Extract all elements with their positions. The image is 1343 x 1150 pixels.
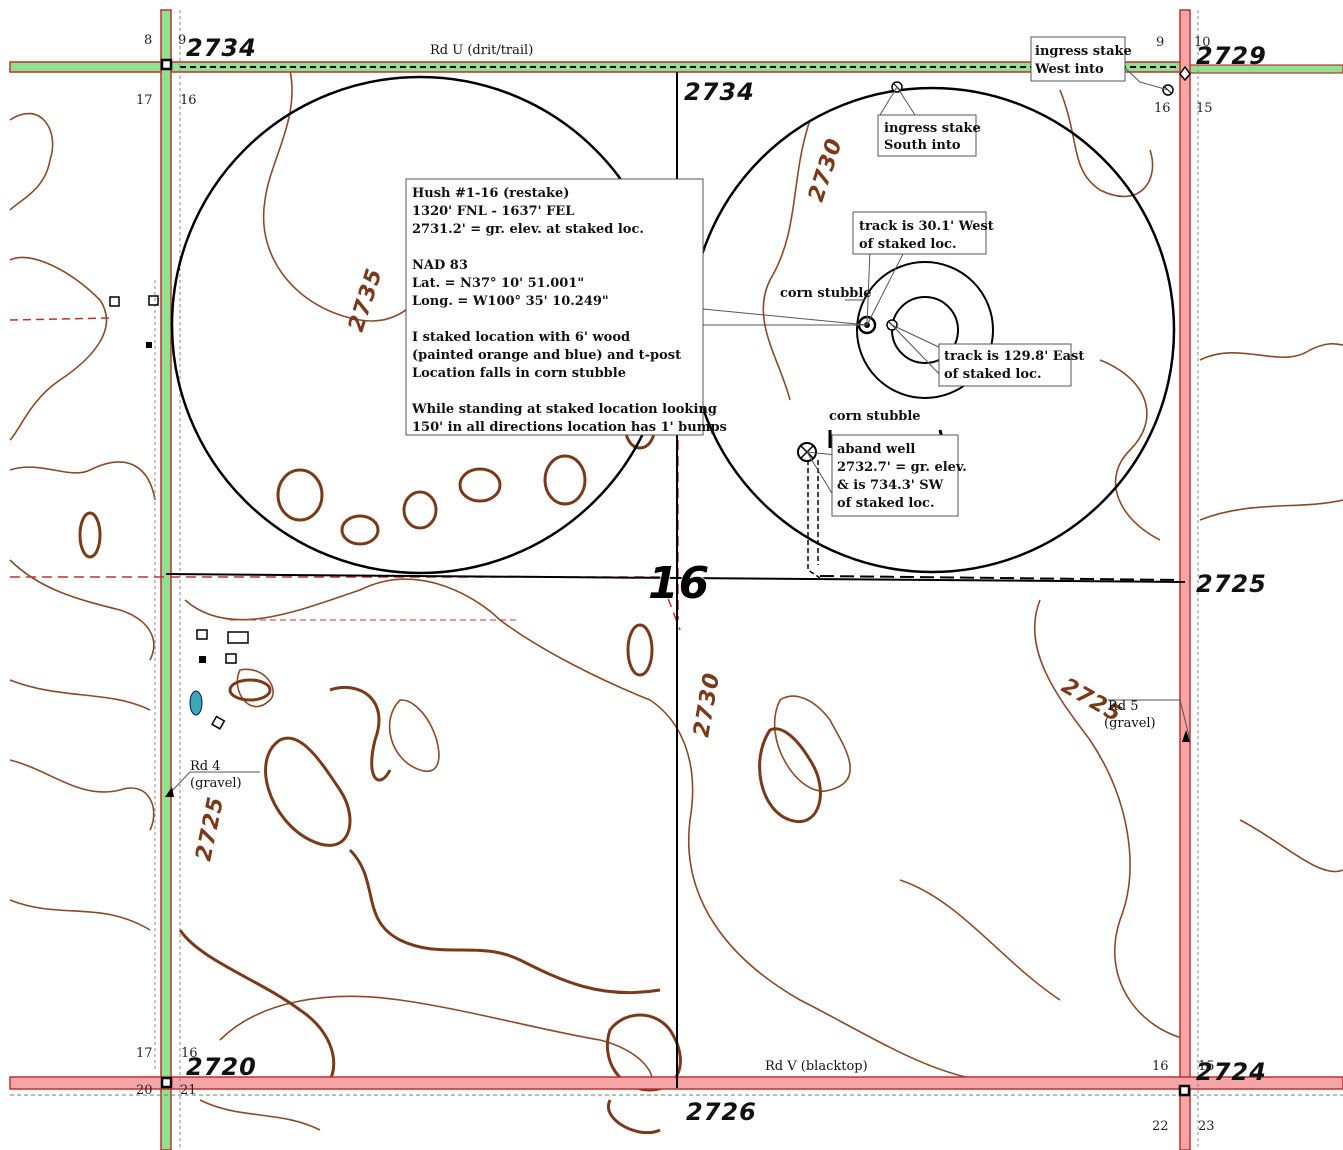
elevation-label: 2726 — [686, 1098, 757, 1126]
contour-lines — [9, 69, 1343, 1135]
svg-text:(painted orange and blue) and: (painted orange and blue) and t-post — [412, 348, 681, 363]
svg-text:150' in all directions locatio: 150' in all directions location has 1' b… — [412, 420, 727, 435]
svg-text:& is 734.3' SW: & is 734.3' SW — [837, 478, 944, 493]
contour-label: 2730 — [689, 670, 725, 739]
callout-aband-well: aband well 2732.7' = gr. elev. & is 734.… — [831, 434, 967, 517]
road-label-east: (gravel) — [1104, 716, 1156, 731]
section-corner-number: 16 — [1154, 101, 1171, 116]
section-corner-number: 16 — [181, 1046, 198, 1061]
svg-text:Hush #1-16 (restake): Hush #1-16 (restake) — [412, 186, 569, 201]
svg-text:Lat. = N37° 10' 51.001": Lat. = N37° 10' 51.001" — [412, 276, 584, 291]
road-label-east: Rd 5 — [1108, 699, 1139, 714]
building-symbols — [109, 295, 249, 730]
elevation-label: 2729 — [1196, 42, 1267, 70]
svg-text:I staked location with 6' wood: I staked location with 6' wood — [412, 330, 630, 345]
road-u — [9, 61, 1186, 73]
section-corner-number: 17 — [136, 93, 153, 108]
section-corner-number: 23 — [1198, 1119, 1215, 1134]
callout-ingress-west: ingress stake West into — [1030, 36, 1132, 82]
svg-text:Location falls in corn stubble: Location falls in corn stubble — [412, 366, 626, 381]
svg-text:aband well: aband well — [837, 442, 915, 457]
elevation-label: 2725 — [1196, 570, 1267, 598]
section-corner-number: 17 — [136, 1046, 153, 1061]
elevation-label: 2734 — [186, 34, 257, 62]
section-number: 16 — [648, 558, 709, 609]
section-corner-number: 10 — [1194, 35, 1211, 50]
section-corner-number: 16 — [1152, 1059, 1169, 1074]
corn-stubble-label: corn stubble — [829, 409, 921, 424]
section-corner-number: 21 — [180, 1083, 197, 1098]
road-label-west: Rd 4 — [190, 759, 221, 774]
callout-location-info: Hush #1-16 (restake) 1320' FNL - 1637' F… — [405, 178, 727, 436]
svg-text:2731.2' = gr. elev. at staked: 2731.2' = gr. elev. at staked loc. — [412, 222, 644, 237]
leader-lines — [167, 67, 1191, 796]
svg-text:of staked loc.: of staked loc. — [837, 496, 934, 511]
svg-text:of staked loc.: of staked loc. — [859, 237, 956, 252]
callout-track-east: track is 129.8' East of staked loc. — [938, 343, 1084, 387]
svg-text:ingress stake: ingress stake — [1035, 44, 1132, 59]
pond — [189, 690, 203, 716]
road-5 — [1179, 9, 1191, 1150]
contour-label: 2730 — [804, 135, 848, 205]
road-label-north: Rd U (drit/trail) — [430, 43, 533, 58]
corner-markers — [160, 58, 1191, 1097]
section-corner-number: 15 — [1198, 1059, 1215, 1074]
svg-text:While standing at staked locat: While standing at staked location lookin… — [411, 402, 717, 417]
road-label-south: Rd V (blacktop) — [765, 1059, 868, 1074]
svg-text:South into: South into — [884, 138, 961, 153]
section-midline-horizontal — [165, 573, 1186, 583]
elevation-label: 2734 — [684, 78, 755, 106]
elevation-label: 2720 — [186, 1053, 257, 1081]
callout-ingress-south: ingress stake South into — [877, 114, 981, 157]
svg-text:ingress stake: ingress stake — [884, 121, 981, 136]
section-corner-number: 15 — [1196, 101, 1213, 116]
svg-text:track is 30.1' West: track is 30.1' West — [859, 219, 994, 234]
contour-label: 2725 — [191, 794, 229, 863]
section-corner-number: 8 — [144, 33, 152, 48]
svg-text:track is 129.8' East: track is 129.8' East — [944, 349, 1084, 364]
pivot-center-ring-outer — [856, 261, 994, 399]
road-4 — [160, 9, 172, 1150]
svg-text:Long. = W100° 35' 10.249": Long. = W100° 35' 10.249" — [412, 294, 609, 309]
corn-stubble-label: corn stubble — [780, 286, 872, 301]
svg-text:of staked loc.: of staked loc. — [944, 367, 1041, 382]
elevation-label: 2724 — [1196, 1058, 1267, 1086]
section-corner-number: 16 — [180, 93, 197, 108]
svg-text:2732.7' = gr. elev.: 2732.7' = gr. elev. — [837, 460, 967, 475]
svg-text:1320' FNL - 1637' FEL: 1320' FNL - 1637' FEL — [412, 204, 574, 219]
section-corner-number: 9 — [178, 33, 186, 48]
stake-markers — [797, 81, 1174, 462]
callout-track-west: track is 30.1' West of staked loc. — [852, 211, 994, 255]
section-corner-number: 9 — [1156, 35, 1164, 50]
section-corner-number: 20 — [136, 1083, 153, 1098]
svg-text:West into: West into — [1034, 62, 1104, 77]
contour-label: 2735 — [344, 265, 388, 335]
svg-text:NAD 83: NAD 83 — [412, 258, 468, 273]
section-corner-number: 22 — [1152, 1119, 1169, 1134]
road-label-west: (gravel) — [190, 776, 242, 791]
